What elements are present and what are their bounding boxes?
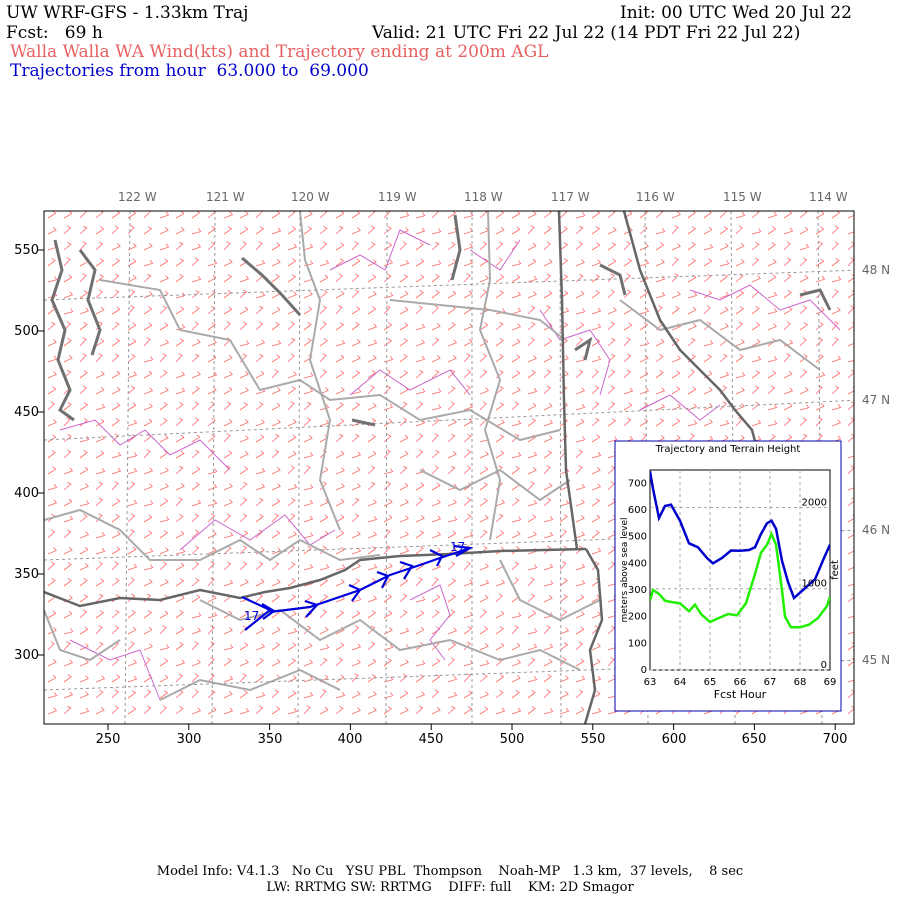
terrain-height-line bbox=[650, 530, 830, 629]
inset-y-tick: 300 bbox=[628, 585, 647, 596]
trajectory-path: 17 17 bbox=[241, 540, 474, 631]
inset-x-tick: 65 bbox=[704, 677, 717, 688]
inset-y-ticks: 0 100 200 300 400 500 600 700 bbox=[628, 478, 647, 676]
x-tick-label: 500 bbox=[500, 732, 525, 747]
y-tick-label: 300 bbox=[14, 648, 39, 663]
inset-feet-ticks: 0 1000 2000 bbox=[802, 497, 827, 671]
map-frame bbox=[43, 210, 855, 725]
inset-feet-tick: 1000 bbox=[802, 579, 827, 590]
trajectory-start-label: 17 bbox=[244, 609, 259, 623]
map-ticks bbox=[38, 249, 836, 730]
inset-feet-tick: 2000 bbox=[802, 497, 827, 508]
inset-y-tick: 400 bbox=[628, 558, 647, 569]
inset-x-tick: 68 bbox=[794, 677, 807, 688]
x-tick-label: 400 bbox=[338, 732, 363, 747]
inset-chart: Trajectory and Terrain Height 63 64 65 66 67… bbox=[614, 440, 842, 712]
lon-label: 116 W bbox=[636, 190, 675, 204]
lat-label: 48 N bbox=[862, 263, 890, 277]
county-boundaries bbox=[59, 229, 841, 701]
lon-label: 115 W bbox=[723, 190, 762, 204]
inset-x-tick: 64 bbox=[674, 677, 687, 688]
inset-y-tick: 100 bbox=[628, 638, 647, 649]
trajectory-arrows bbox=[261, 544, 474, 620]
inset-title: Trajectory and Terrain Height bbox=[655, 444, 801, 455]
inset-series bbox=[650, 471, 830, 629]
trajectory-end-label: 17 bbox=[450, 540, 465, 554]
valid-time: Valid: 21 UTC Fri 22 Jul 22 (14 PDT Fri … bbox=[372, 23, 801, 43]
init-time: Init: 00 UTC Wed 20 Jul 22 bbox=[620, 3, 852, 23]
y-tick-label: 350 bbox=[14, 567, 39, 582]
x-tick-labels: 250 300 350 400 450 500 550 600 650 700 bbox=[96, 732, 848, 747]
tick-marks bbox=[38, 249, 836, 730]
y-tick-label: 400 bbox=[14, 486, 39, 501]
inset-feet-tick: 0 bbox=[821, 660, 827, 671]
model-info-line1: Model Info: V4.1.3 No Cu YSU PBL Thompso… bbox=[156, 864, 744, 879]
lat-label: 46 N bbox=[862, 523, 890, 537]
lat-label: 47 N bbox=[862, 393, 890, 407]
lon-label: 121 W bbox=[206, 190, 245, 204]
x-tick-label: 350 bbox=[258, 732, 283, 747]
x-tick-label: 700 bbox=[823, 732, 848, 747]
trajectory-height-line bbox=[650, 471, 830, 601]
inset-ylabel-right: feet bbox=[830, 560, 841, 580]
lat-label: 45 N bbox=[862, 653, 890, 667]
x-tick-label: 450 bbox=[419, 732, 444, 747]
inset-grid bbox=[650, 470, 830, 671]
coastline-rivers bbox=[50, 214, 832, 427]
lon-label: 122 W bbox=[118, 190, 157, 204]
y-tick-label: 550 bbox=[14, 243, 39, 258]
map-subtitle: Walla Walla WA Wind(kts) and Trajectory … bbox=[10, 42, 549, 62]
y-tick-label: 500 bbox=[14, 324, 39, 339]
latitude-labels: 48 N 47 N 46 N 45 N bbox=[862, 263, 890, 667]
inset-y-tick: 0 bbox=[641, 665, 647, 676]
forecast-hour: Fcst: 69 h bbox=[6, 23, 103, 43]
inset-x-ticks: 63 64 65 66 67 68 69 bbox=[644, 677, 837, 688]
y-tick-labels: 550 500 450 400 350 300 bbox=[14, 243, 39, 663]
inset-y-tick: 500 bbox=[628, 532, 647, 543]
x-tick-label: 300 bbox=[177, 732, 202, 747]
lon-label: 117 W bbox=[551, 190, 590, 204]
lon-label: 114 W bbox=[809, 190, 848, 204]
state-county-lines bbox=[44, 211, 821, 711]
longitude-labels: 122 W 121 W 120 W 119 W 118 W 117 W 116 … bbox=[118, 190, 848, 204]
model-title: UW WRF-GFS - 1.33km Traj bbox=[6, 3, 249, 23]
x-tick-label: 550 bbox=[581, 732, 606, 747]
model-info-line2: LW: RRTMG SW: RRTMG DIFF: full KM: 2D Sm… bbox=[266, 880, 634, 895]
x-tick-label: 600 bbox=[662, 732, 687, 747]
y-tick-label: 450 bbox=[14, 405, 39, 420]
x-tick-label: 250 bbox=[96, 732, 121, 747]
inset-ylabel: meters above sea level bbox=[620, 517, 630, 622]
inset-y-tick: 700 bbox=[628, 478, 647, 489]
lon-label: 118 W bbox=[464, 190, 503, 204]
inset-x-tick: 63 bbox=[644, 677, 657, 688]
inset-x-tick: 66 bbox=[734, 677, 747, 688]
lon-label: 119 W bbox=[378, 190, 417, 204]
inset-xlabel: Fcst Hour bbox=[714, 688, 767, 701]
inset-x-tick: 69 bbox=[824, 677, 837, 688]
inset-y-tick: 600 bbox=[628, 505, 647, 516]
trajectory-range: Trajectories from hour 63.000 to 69.000 bbox=[10, 61, 369, 81]
lon-label: 120 W bbox=[291, 190, 330, 204]
x-tick-label: 650 bbox=[742, 732, 767, 747]
inset-y-tick: 200 bbox=[628, 612, 647, 623]
inset-x-tick: 67 bbox=[764, 677, 777, 688]
